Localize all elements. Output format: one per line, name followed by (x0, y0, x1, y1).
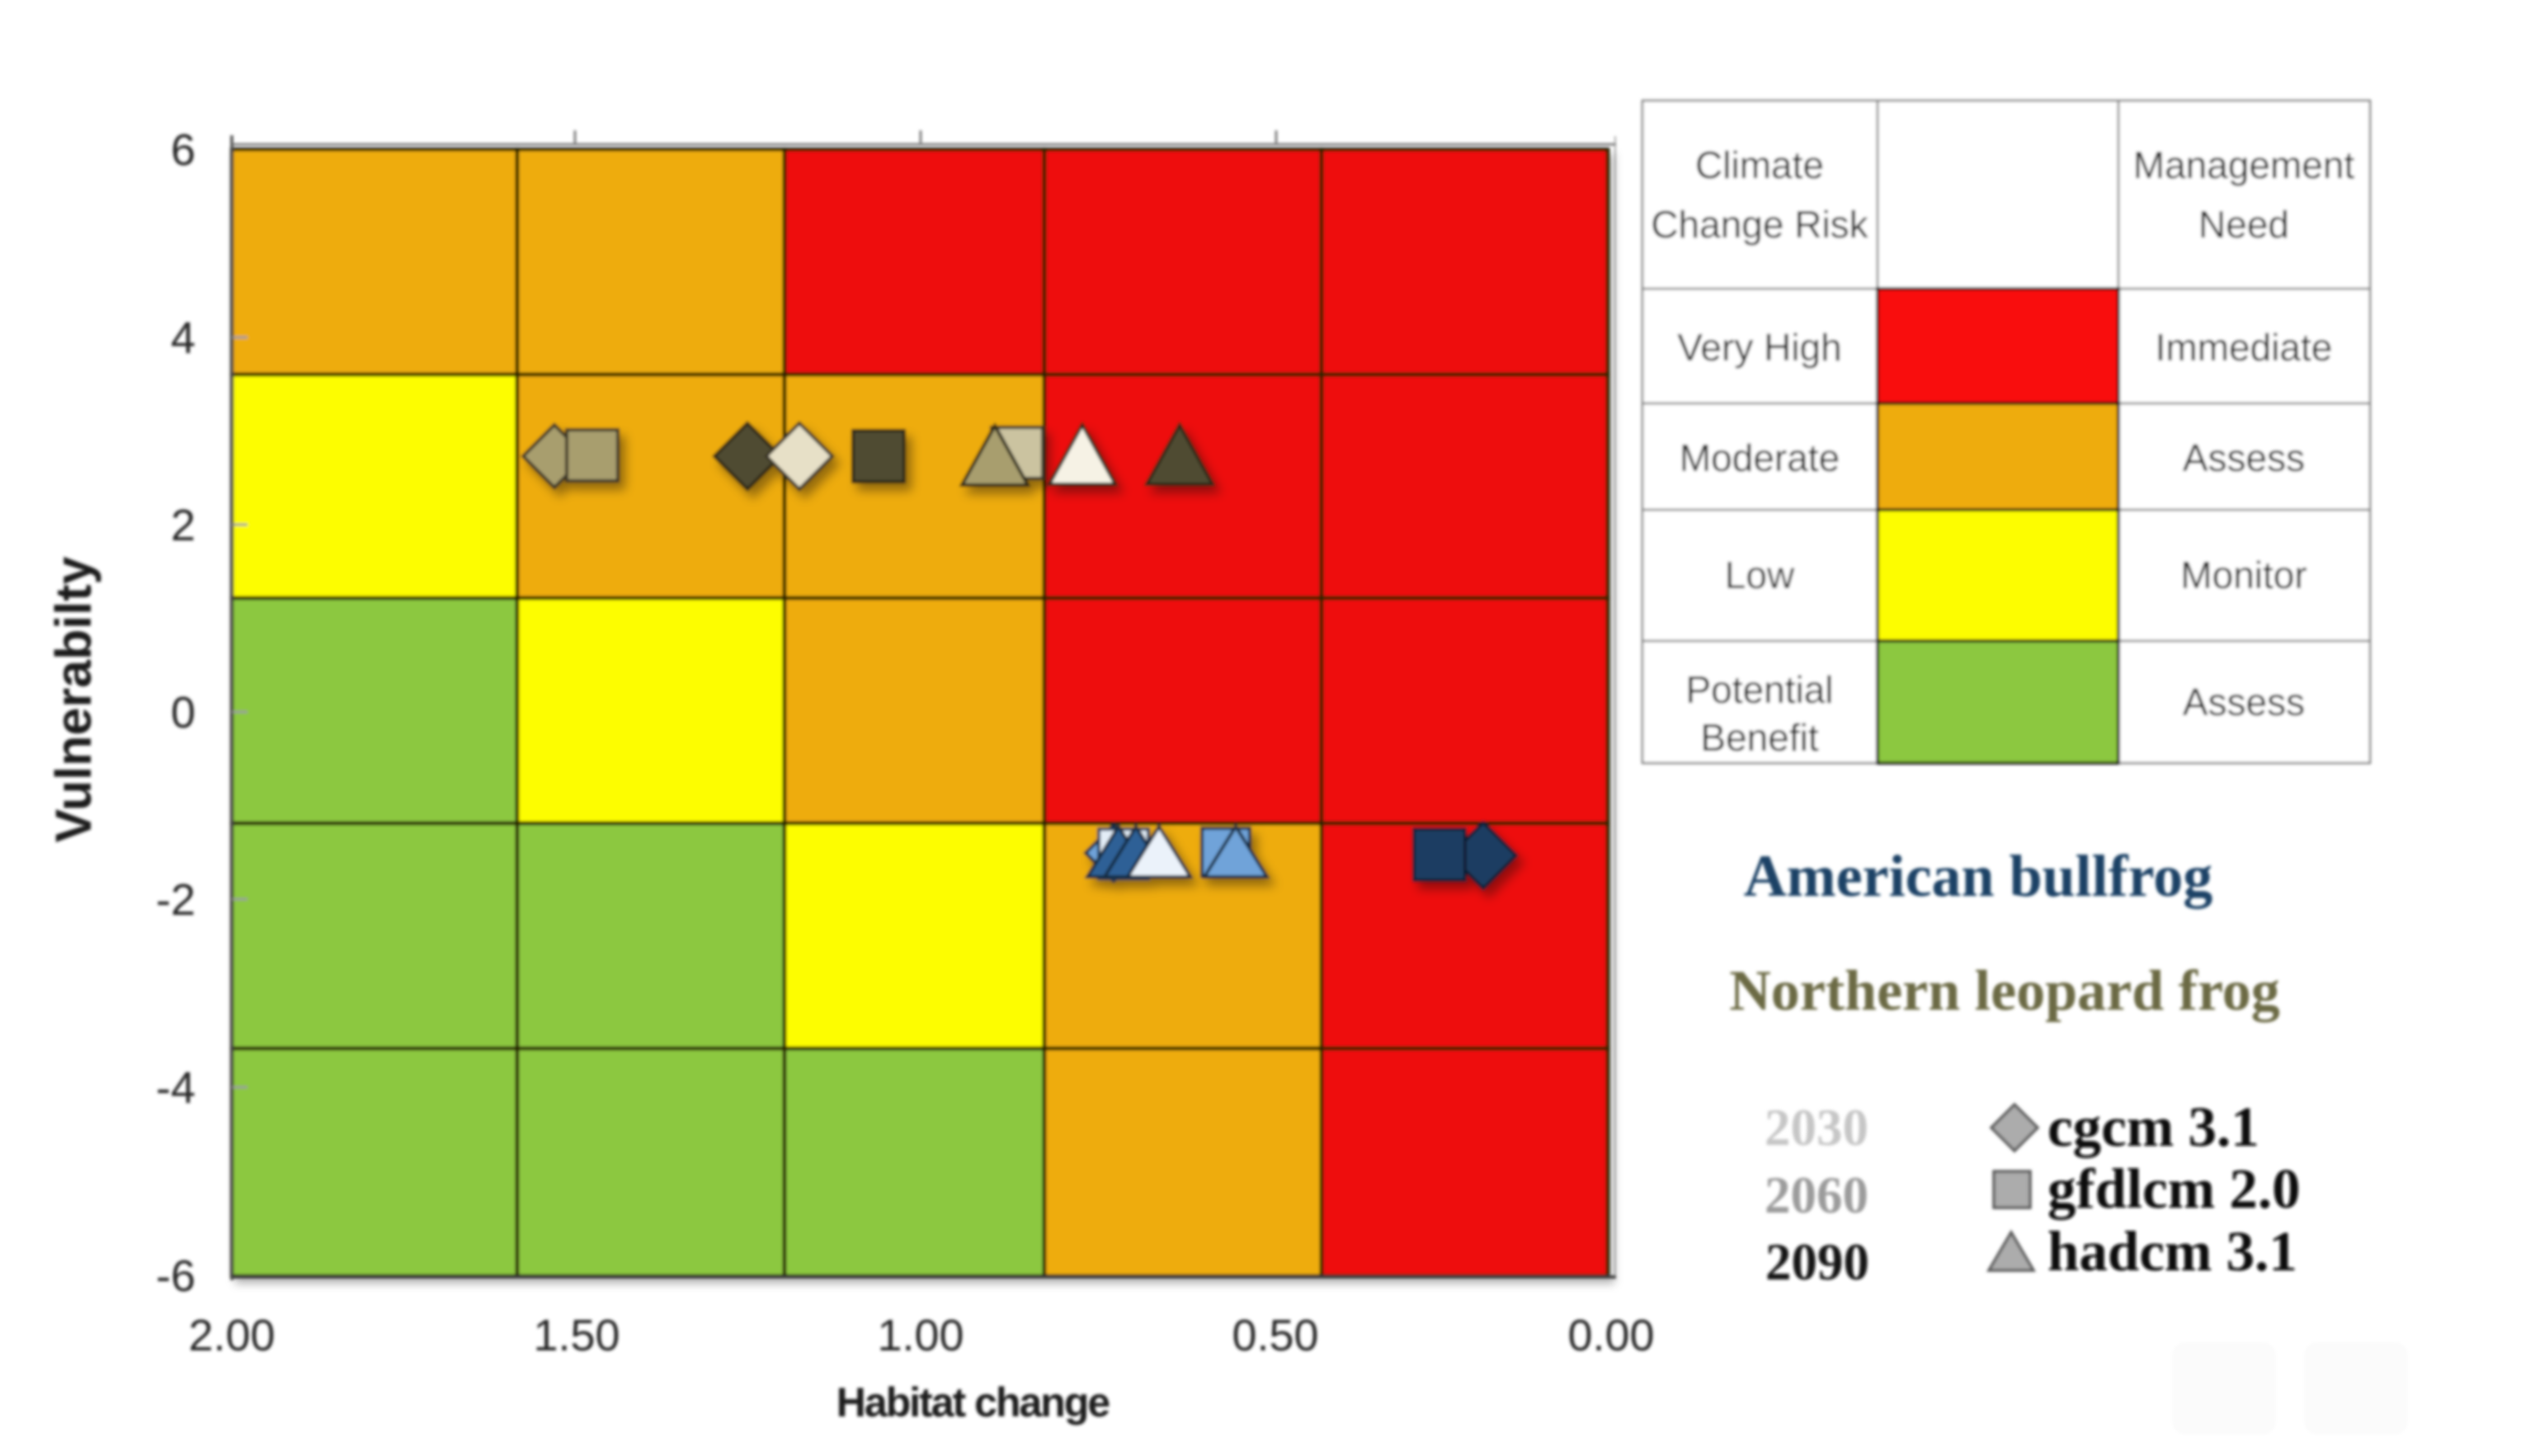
svg-text:6: 6 (171, 125, 196, 175)
svg-text:Climate: Climate (1695, 144, 1824, 186)
svg-text:2: 2 (171, 501, 196, 550)
svg-text:Northern leopard frog: Northern leopard frog (1729, 959, 2280, 1023)
svg-text:Benefit: Benefit (1700, 716, 1818, 759)
svg-text:Very High: Very High (1677, 326, 1841, 369)
svg-text:Moderate: Moderate (1680, 436, 1840, 479)
svg-text:Need: Need (2198, 203, 2289, 246)
svg-text:-6: -6 (156, 1251, 196, 1301)
svg-text:Low: Low (1725, 554, 1795, 596)
svg-text:Monitor: Monitor (2180, 554, 2306, 596)
svg-text:American bullfrog: American bullfrog (1744, 843, 2213, 909)
svg-text:0.50: 0.50 (1232, 1311, 1318, 1360)
svg-text:1.00: 1.00 (877, 1311, 964, 1360)
svg-text:-4: -4 (156, 1063, 196, 1113)
svg-text:hadcm 3.1: hadcm 3.1 (2047, 1220, 2297, 1283)
svg-text:Immediate: Immediate (2156, 326, 2333, 369)
svg-text:2060: 2060 (1765, 1166, 1868, 1224)
svg-text:2.00: 2.00 (188, 1311, 275, 1360)
svg-text:Vulnerabilty: Vulnerabilty (45, 556, 101, 842)
svg-text:0: 0 (171, 688, 196, 737)
svg-text:2030: 2030 (1765, 1099, 1868, 1157)
svg-text:Habitat change: Habitat change (836, 1379, 1110, 1425)
svg-text:Change Risk: Change Risk (1651, 203, 1868, 246)
svg-text:Assess: Assess (2183, 681, 2305, 723)
svg-text:Management: Management (2133, 144, 2355, 186)
svg-text:2090: 2090 (1765, 1233, 1869, 1291)
svg-text:0.00: 0.00 (1567, 1311, 1654, 1360)
svg-text:-2: -2 (156, 875, 196, 925)
svg-text:4: 4 (171, 313, 196, 363)
svg-text:cgcm 3.1: cgcm 3.1 (2047, 1096, 2259, 1158)
svg-text:Potential: Potential (1685, 668, 1833, 711)
svg-text:1.50: 1.50 (533, 1311, 620, 1360)
svg-text:Assess: Assess (2183, 436, 2305, 479)
svg-text:gfdlcm 2.0: gfdlcm 2.0 (2047, 1157, 2301, 1220)
